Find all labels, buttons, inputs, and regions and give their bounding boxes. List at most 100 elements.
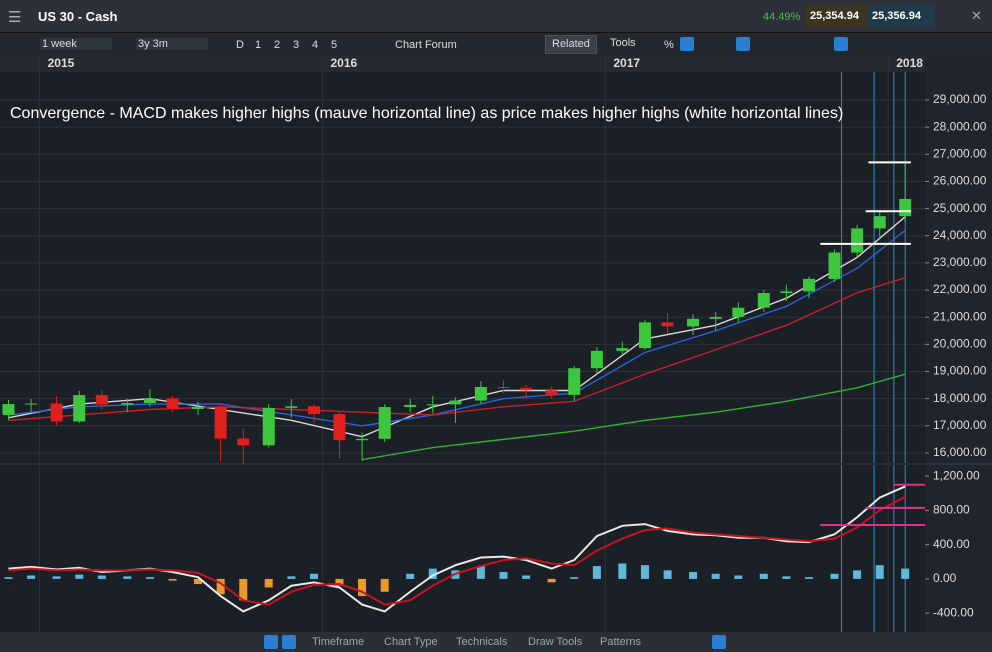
- histogram-bar: [663, 570, 672, 579]
- candle-body: [661, 322, 674, 327]
- range-select[interactable]: 3y 3m: [136, 38, 208, 50]
- histogram-bar: [640, 565, 649, 579]
- candle-body: [73, 395, 86, 422]
- histogram-bar: [75, 574, 84, 579]
- candle-body: [25, 403, 38, 405]
- x-tick-label: 2018: [896, 56, 923, 70]
- candle-body: [757, 293, 770, 308]
- macd-line: [8, 495, 906, 606]
- y-tick-label: 0.00: [933, 571, 957, 585]
- histogram-bar: [52, 576, 61, 579]
- candle-body: [497, 386, 510, 388]
- histogram-bar: [759, 573, 768, 579]
- period-button[interactable]: 5: [331, 39, 338, 51]
- candle-body: [780, 291, 793, 294]
- candle-body: [638, 322, 651, 349]
- histogram-bar: [618, 563, 627, 579]
- histogram-bar: [406, 573, 415, 579]
- chart: 16,000.00 17,000.00 18,000.00 19,000.00 20,0…: [0, 56, 992, 632]
- histogram-bar: [194, 578, 203, 585]
- candle-body: [426, 404, 439, 406]
- candle-body: [616, 348, 629, 351]
- y-tick-label: 21,000.00: [933, 309, 987, 323]
- buy-price[interactable]: 25,356.94: [868, 5, 934, 27]
- histogram-bar: [97, 575, 106, 579]
- candle-body: [732, 307, 745, 317]
- forum[interactable]: Chart Forum: [395, 39, 457, 51]
- candle-body: [404, 404, 417, 408]
- moving-average: [8, 216, 906, 438]
- period-button[interactable]: D: [236, 39, 244, 51]
- percent-button[interactable]: %: [664, 39, 674, 51]
- period-button[interactable]: 1: [255, 39, 262, 51]
- sell-price[interactable]: 25,354.94: [806, 5, 868, 27]
- candle-body: [687, 318, 700, 327]
- bottom-button[interactable]: Technicals: [456, 636, 508, 648]
- candle-body: [851, 228, 864, 253]
- tool-icon[interactable]: [834, 37, 848, 51]
- candle-body: [378, 407, 391, 439]
- histogram-bar: [27, 575, 36, 579]
- candle-body: [828, 252, 841, 279]
- y-tick-label: 22,000.00: [933, 282, 987, 296]
- y-tick-label: 27,000.00: [933, 146, 987, 160]
- related-button[interactable]: Related: [545, 35, 597, 54]
- histogram-bar: [428, 568, 437, 579]
- histogram-bar: [570, 577, 579, 579]
- candle-body: [873, 216, 886, 229]
- candle-body: [166, 398, 179, 409]
- histogram-bar: [499, 572, 508, 579]
- candle-body: [262, 407, 275, 446]
- tool-icon[interactable]: [712, 635, 726, 649]
- histogram-bar: [239, 578, 248, 601]
- candle-body: [590, 350, 603, 369]
- histogram-bar: [335, 578, 344, 586]
- histogram-bar: [805, 577, 814, 579]
- y-tick-label: 1,200.00: [933, 468, 980, 482]
- interval-select[interactable]: 1 week: [40, 38, 112, 50]
- y-tick-label: 26,000.00: [933, 174, 987, 188]
- histogram-bar: [216, 578, 225, 595]
- axis-panel: [925, 56, 992, 632]
- tool-icon[interactable]: [264, 635, 278, 649]
- histogram-bar: [592, 566, 601, 579]
- bottom-button[interactable]: Draw Tools: [528, 636, 583, 648]
- candle-body: [356, 438, 369, 441]
- histogram-bar: [264, 578, 273, 588]
- candle-body: [192, 407, 205, 409]
- y-tick-label: -400.00: [933, 605, 974, 619]
- y-tick-label: 19,000.00: [933, 364, 987, 378]
- candle-body: [143, 398, 156, 403]
- histogram-bar: [689, 572, 698, 579]
- instrument[interactable]: US 30 - Cash: [38, 9, 118, 24]
- bottom-button[interactable]: Timeframe: [312, 636, 365, 648]
- period-button[interactable]: 3: [293, 39, 300, 51]
- histogram-bar: [853, 570, 862, 579]
- x-tick-label: 2017: [613, 56, 640, 70]
- moving-average: [361, 373, 906, 461]
- title-bar: ☰ US 30 - Cash 44.49% 25,354.94 25,356.9…: [0, 0, 992, 33]
- y-tick-label: 20,000.00: [933, 337, 987, 351]
- y-tick-label: 400.00: [933, 537, 970, 551]
- bottom-button[interactable]: Chart Type: [384, 636, 438, 648]
- bottom-button[interactable]: Patterns: [600, 636, 641, 648]
- candle-body: [545, 390, 558, 395]
- close-button[interactable]: ✕: [971, 8, 982, 23]
- candle-body: [50, 403, 63, 422]
- candle-body: [449, 400, 462, 405]
- histogram-bar: [123, 576, 132, 579]
- histogram-bar: [358, 578, 367, 597]
- moving-average: [8, 277, 906, 422]
- candle-body: [214, 407, 227, 439]
- period-button[interactable]: 2: [274, 39, 281, 51]
- tool-icon[interactable]: [680, 37, 694, 51]
- menu-icon[interactable]: ☰: [8, 9, 22, 26]
- histogram-bar: [309, 573, 318, 579]
- histogram-bar: [4, 577, 13, 579]
- histogram-bar: [476, 566, 485, 579]
- tool-icon[interactable]: [736, 37, 750, 51]
- bottom-toolbar: Timeframe Chart Type Technicals Draw Tools P…: [0, 632, 992, 652]
- histogram-bar: [287, 576, 296, 579]
- period-button[interactable]: 4: [312, 39, 319, 51]
- tool-icon[interactable]: [282, 635, 296, 649]
